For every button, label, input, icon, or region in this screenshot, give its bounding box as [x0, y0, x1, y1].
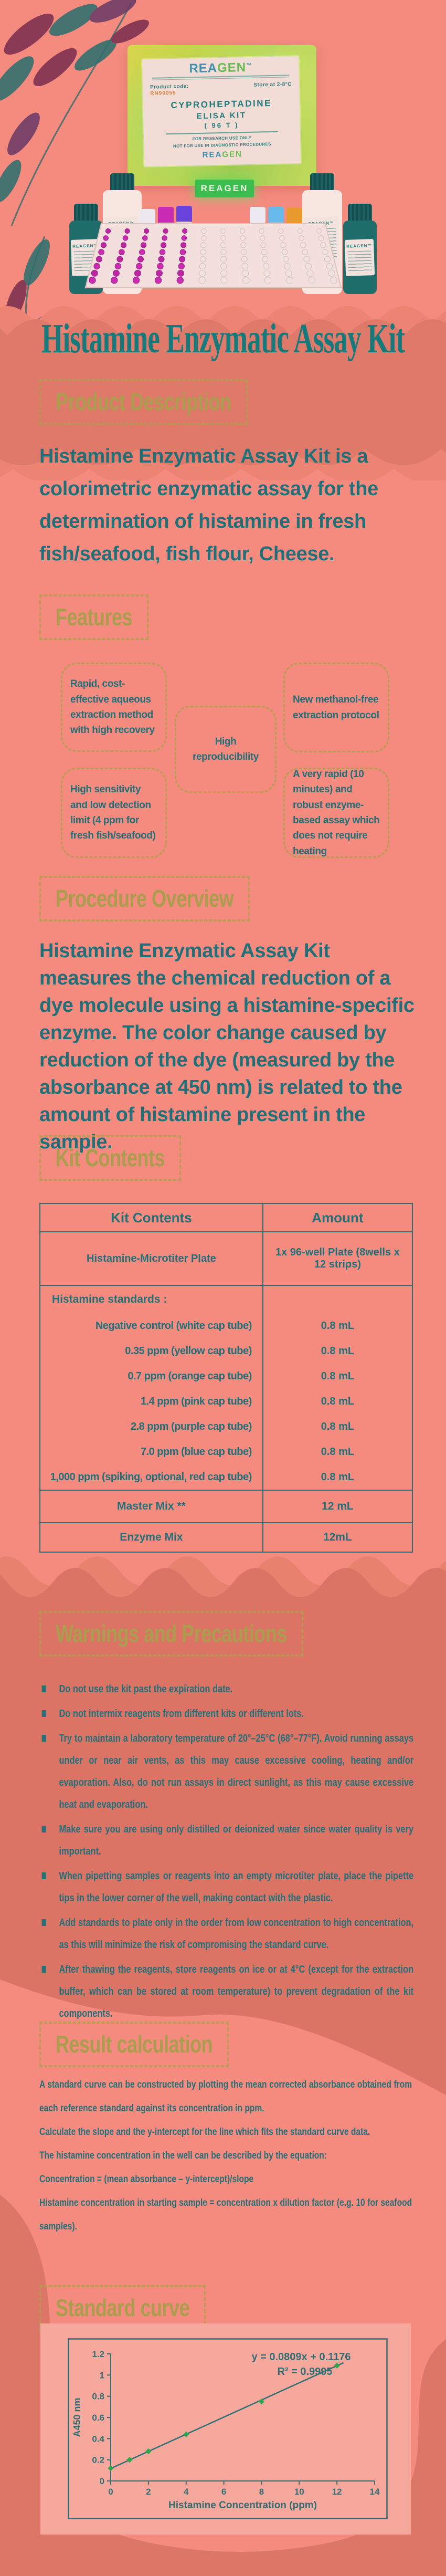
- storage-condition: Store at 2-8°C: [253, 81, 292, 88]
- section-heading-features: Features: [39, 594, 149, 641]
- x-tick-label: 0: [108, 2487, 113, 2497]
- y-tick-label: 0.4: [92, 2434, 104, 2444]
- warnings-bottom-curve: [0, 1964, 446, 2095]
- research-use-note: FOR RESEARCH USE ONLY NOT FOR USE IN DIA…: [173, 135, 271, 149]
- feature-box-sensitivity: High sensitivity and low detection limit…: [61, 768, 167, 858]
- standard-curve-chart: 0 2 4 6 8 10 12 14 0 0.2 0.4 0.6 0.8 1 1.2 y = 0.0809x …: [68, 2338, 388, 2519]
- r-squared-label: R² = 0.9995: [277, 2366, 332, 2378]
- warnings-section-background: [0, 1606, 446, 1965]
- trend-line: [110, 2362, 344, 2469]
- product-code-label: Product code:: [150, 83, 189, 90]
- title-wave-band: [0, 306, 446, 480]
- result-calculation-text: A standard curve can be constructed by p…: [39, 2079, 412, 2232]
- warning-item: Add standards to plate only in the order…: [41, 1912, 413, 1956]
- x-axis-label: Histamine Concentration (ppm): [168, 2500, 317, 2511]
- x-tick-label: 6: [221, 2487, 226, 2497]
- data-point: [334, 2362, 340, 2369]
- column-header-amount: Amount: [312, 1209, 364, 1226]
- y-axis-label: A450 nm: [72, 2397, 82, 2437]
- bottle-cap: [310, 173, 334, 192]
- table-row-enzyme-mix: Enzyme Mix 12mL: [40, 1523, 412, 1552]
- warning-item: Try to maintain a laboratory temperature…: [41, 1727, 413, 1816]
- feature-box-methanol-free: New methanol-free extraction protocol: [283, 663, 389, 752]
- data-point: [145, 2448, 152, 2455]
- trendline-equation: y = 0.0809x + 0.1176: [251, 2351, 351, 2363]
- kit-badge: REAGEN: [195, 180, 254, 197]
- section-heading-product-description: Product Description: [39, 379, 248, 425]
- feature-box-reproducibility: High reproducibility: [175, 706, 277, 793]
- warning-item: Make sure you are using only distilled o…: [41, 1818, 413, 1862]
- bottle-cap: [348, 204, 372, 223]
- standard-curve-panel: 0 2 4 6 8 10 12 14 0 0.2 0.4 0.6 0.8 1 1.2 y = 0.0809x …: [40, 2323, 411, 2535]
- brand-logo: REAGEN™: [189, 60, 252, 76]
- microtiter-plate: [84, 223, 342, 288]
- data-point: [108, 2465, 114, 2472]
- kit-box: REAGEN™ Product code: Store at 2-8°C RN9…: [128, 45, 316, 186]
- warning-item: When pipetting samples or reagents into …: [41, 1865, 413, 1909]
- y-tick-label: 1: [100, 2370, 104, 2380]
- standards-group-label: Histamine standards :: [52, 1293, 167, 1305]
- warning-item: Do not use the kit past the expiration d…: [41, 1678, 413, 1700]
- bottle-cap: [74, 204, 98, 223]
- reagent-bottle-dark-right: REAGEN™: [343, 204, 377, 294]
- y-tick-label: 0: [100, 2476, 104, 2486]
- x-tick-label: 2: [146, 2487, 151, 2497]
- brand-logo-small: REAGEN: [202, 149, 242, 160]
- y-tick-label: 0.2: [92, 2455, 104, 2465]
- x-tick-label: 14: [370, 2487, 380, 2497]
- x-tick-label: 4: [184, 2487, 189, 2497]
- kit-name-line1: CYPROHEPTADINE: [171, 98, 272, 111]
- section-heading-procedure-overview: Procedure Overview: [39, 876, 250, 922]
- data-point: [126, 2457, 133, 2463]
- section-heading-result-calculation: Result calculation: [39, 2022, 229, 2068]
- table-row-microtiter-plate: Histamine-Microtiter Plate 1x 96-well Pl…: [40, 1232, 412, 1286]
- warning-item: After thawing the reagents, store reagen…: [41, 1959, 413, 2025]
- table-row-standards: Histamine standards : Negative control (…: [40, 1286, 412, 1491]
- kit-contents-table: Kit Contents Amount Histamine-Microtiter…: [39, 1203, 413, 1553]
- y-tick-label: 1.2: [92, 2349, 104, 2359]
- y-tick-label: 0.8: [92, 2392, 104, 2402]
- feature-box-rapid-assay: A very rapid (10 minutes) and robust enz…: [283, 768, 389, 858]
- table-row-master-mix: Master Mix ** 12 mL: [40, 1491, 412, 1523]
- section-heading-warnings: Warnings and Precautions: [39, 1611, 303, 1657]
- x-tick-label: 8: [259, 2487, 264, 2497]
- table-header-row: Kit Contents Amount: [40, 1204, 412, 1232]
- bottom-decorative-curve: [0, 2195, 446, 2576]
- x-tick-label: 12: [332, 2487, 342, 2497]
- column-header-kit-contents: Kit Contents: [40, 1204, 263, 1231]
- product-photo: REAGEN™ Product code: Store at 2-8°C RN9…: [0, 0, 446, 378]
- section-heading-kit-contents: Kit Contents: [39, 1135, 181, 1181]
- warning-item: Do not intermix reagents from different …: [41, 1703, 413, 1725]
- chart-frame: [68, 2338, 388, 2519]
- kit-box-label: REAGEN™ Product code: Store at 2-8°C RN9…: [142, 56, 301, 167]
- page-title: Histamine Enzymatic Assay Kit: [41, 316, 405, 362]
- bottle-cap: [110, 173, 134, 192]
- procedure-overview-text: Histamine Enzymatic Assay Kit measures t…: [39, 940, 415, 1153]
- chart-axes: [110, 2354, 375, 2481]
- y-tick-label: 0.6: [92, 2413, 104, 2423]
- data-point: [183, 2431, 189, 2437]
- feature-box-aqueous-extraction: Rapid, cost-effective aqueous extraction…: [61, 663, 167, 752]
- warnings-list: Do not use the kit past the expiration d…: [41, 1678, 413, 2027]
- x-tick-label: 10: [294, 2487, 304, 2497]
- product-description-text: Histamine Enzymatic Assay Kit is a color…: [39, 445, 379, 565]
- warnings-wave-transition: [0, 1556, 446, 1608]
